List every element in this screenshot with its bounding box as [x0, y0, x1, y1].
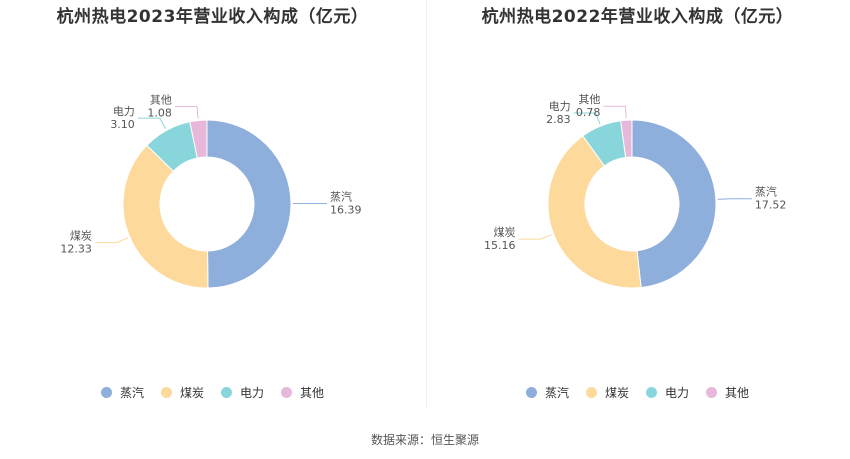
- slice-value-label: 3.10: [110, 118, 135, 131]
- data-source: 数据来源：恒生聚源: [370, 433, 479, 447]
- chart-title: 杭州热电2023年营业收入构成（亿元）: [56, 7, 369, 27]
- slice-category-label: 其他: [150, 94, 172, 107]
- legend-swatch: [646, 387, 657, 398]
- chart-panel-2023: 杭州热电2023年营业收入构成（亿元） 蒸汽 16.39 煤炭 12.33 电力 3.10…: [0, 0, 425, 415]
- slice-value-label: 1.08: [147, 107, 172, 120]
- donut-slice[interactable]: [122, 144, 209, 289]
- panel-divider: [426, 0, 427, 408]
- slice-value-label: 15.16: [484, 239, 516, 252]
- slice-value-label: 12.33: [60, 243, 92, 256]
- legend-label: 煤炭: [604, 386, 629, 400]
- leader-line: [518, 234, 552, 240]
- legend-swatch: [221, 387, 232, 398]
- slice-category-label: 电力: [549, 100, 571, 113]
- legend: 蒸汽 煤炭 电力 其他: [425, 384, 850, 401]
- leader-line: [717, 198, 752, 200]
- legend-label: 蒸汽: [544, 386, 569, 400]
- legend-item-other[interactable]: 其他: [281, 384, 324, 401]
- donut-slice[interactable]: [547, 135, 642, 289]
- slice-value-label: 0.78: [576, 106, 601, 119]
- legend-item-power[interactable]: 电力: [646, 384, 689, 401]
- legend-swatch: [706, 387, 718, 398]
- legend-swatch: [160, 387, 172, 398]
- slice-value-label: 16.39: [330, 203, 362, 216]
- legend-item-other[interactable]: 其他: [706, 384, 749, 401]
- donut-slice[interactable]: [631, 119, 717, 289]
- leader-line: [603, 105, 627, 119]
- donut-slice[interactable]: [189, 119, 208, 159]
- slice-category-label: 其他: [578, 93, 600, 106]
- slice-category-label: 电力: [113, 105, 135, 118]
- slice-value-label: 2.83: [546, 113, 571, 126]
- legend-item-coal[interactable]: 煤炭: [585, 384, 629, 401]
- leader-line: [174, 106, 199, 119]
- leader-line: [94, 237, 129, 244]
- slice-category-label: 煤炭: [70, 230, 92, 243]
- legend-label: 电力: [240, 386, 265, 400]
- leader-line: [137, 117, 167, 129]
- slice-value-label: 17.52: [755, 199, 787, 212]
- slice-category-label: 煤炭: [494, 226, 516, 239]
- legend-label: 电力: [665, 386, 690, 400]
- legend-label: 其他: [725, 386, 750, 400]
- slice-category-label: 蒸汽: [330, 189, 352, 203]
- legend: 蒸汽 煤炭 电力 其他: [0, 384, 425, 401]
- legend-swatch: [281, 387, 293, 398]
- legend-item-coal[interactable]: 煤炭: [160, 384, 204, 401]
- leader-line: [573, 112, 601, 125]
- donut-slice[interactable]: [620, 119, 633, 158]
- chart-panel-2022: 杭州热电2022年营业收入构成（亿元） 蒸汽 17.52 煤炭 15.16 电力 2.83…: [425, 0, 850, 415]
- legend-item-power[interactable]: 电力: [221, 384, 264, 401]
- slice-category-label: 蒸汽: [755, 185, 777, 199]
- legend-label: 煤炭: [179, 386, 204, 400]
- legend-label: 其他: [300, 386, 325, 400]
- legend-item-steam[interactable]: 蒸汽: [100, 384, 144, 401]
- legend-item-steam[interactable]: 蒸汽: [525, 384, 569, 401]
- donut-slice[interactable]: [206, 119, 292, 289]
- legend-swatch: [100, 387, 112, 398]
- legend-swatch: [525, 387, 537, 398]
- legend-label: 蒸汽: [119, 386, 144, 400]
- chart-title: 杭州热电2022年营业收入构成（亿元）: [481, 7, 794, 27]
- legend-swatch: [585, 387, 597, 398]
